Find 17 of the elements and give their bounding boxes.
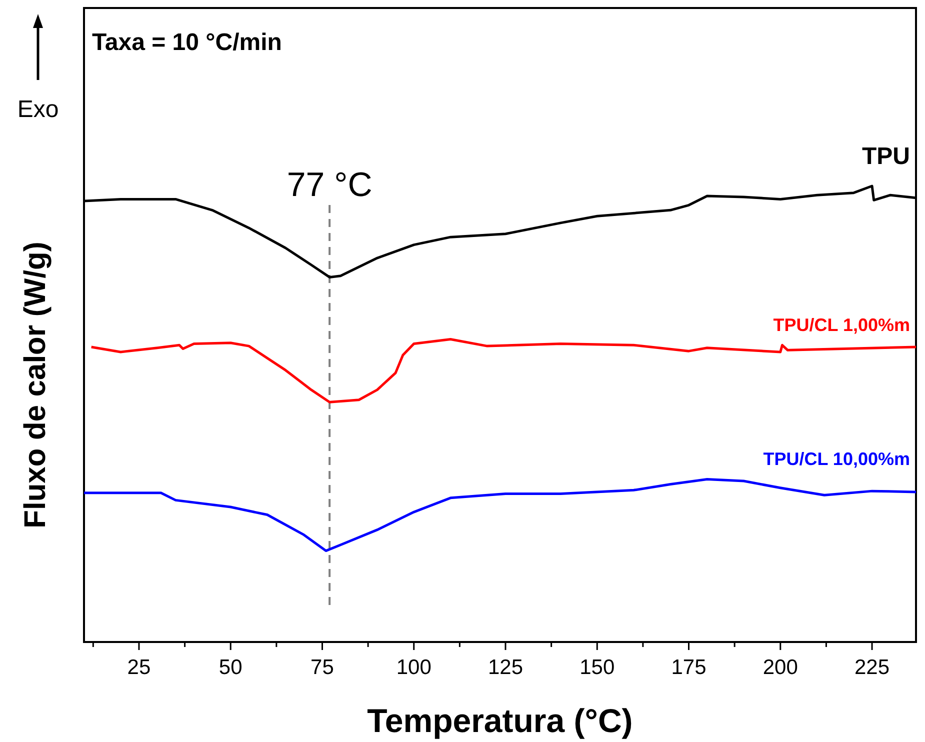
x-axis-title: Temperatura (°C) xyxy=(367,702,633,739)
series-label: TPU/CL 1,00%m xyxy=(773,315,910,336)
x-tick-label: 175 xyxy=(671,656,706,679)
text: Exo xyxy=(17,96,59,123)
x-tick-label: 50 xyxy=(218,656,242,679)
x-tick-label: 125 xyxy=(488,656,524,679)
y-axis-title: Fluxo de calor (W/g) xyxy=(19,242,52,528)
x-tick-label: 200 xyxy=(762,656,798,679)
text: Taxa = 10 °C/min xyxy=(92,29,282,56)
series-label: TPU xyxy=(862,143,910,170)
x-tick-label: 25 xyxy=(127,656,151,679)
x-tick-label: 150 xyxy=(580,656,615,679)
x-tick-label: 75 xyxy=(310,656,334,679)
ref-line-label: 77 °C xyxy=(286,166,372,204)
x-tick-label: 225 xyxy=(854,656,890,679)
x-tick-label: 100 xyxy=(396,656,432,679)
series-label: TPU/CL 10,00%m xyxy=(763,449,910,470)
